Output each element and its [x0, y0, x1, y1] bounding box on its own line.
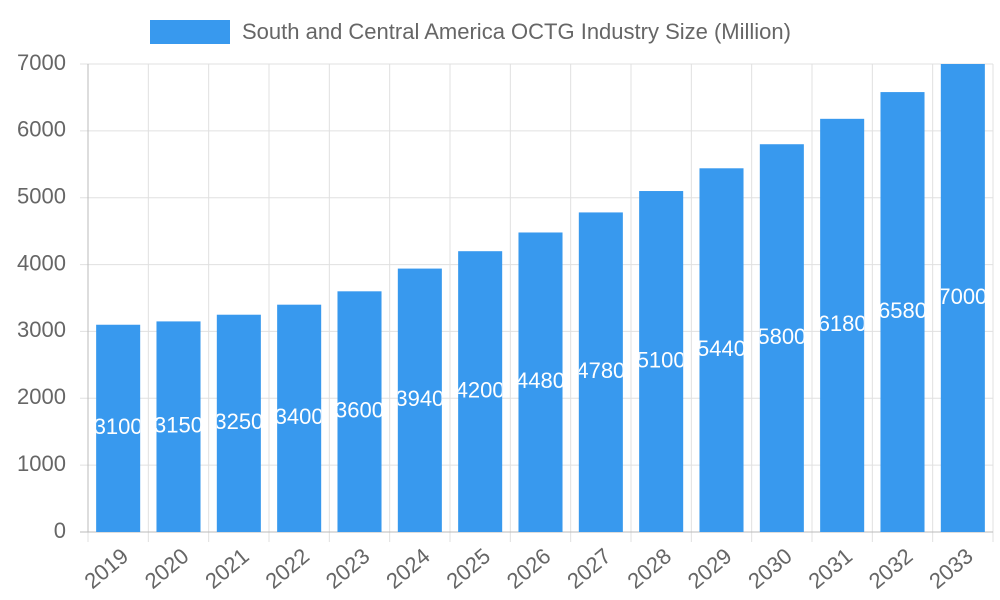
x-tick-label: 2032	[864, 543, 918, 594]
x-tick-label: 2026	[502, 543, 556, 594]
bar	[277, 304, 322, 532]
bar	[397, 268, 442, 532]
x-tick-label: 2019	[80, 543, 134, 594]
x-tick-label: 2028	[623, 543, 677, 594]
bar	[216, 314, 261, 532]
value-label: 3400	[275, 404, 324, 429]
x-tick-label: 2027	[562, 543, 616, 594]
value-label: 6180	[818, 311, 867, 336]
value-label: 3100	[94, 414, 143, 439]
y-tick-label: 4000	[17, 250, 66, 275]
x-tick-label: 2022	[261, 543, 315, 594]
bar	[337, 291, 382, 532]
value-label: 3250	[214, 409, 263, 434]
value-label: 4780	[576, 358, 625, 383]
y-tick-label: 2000	[17, 384, 66, 409]
value-label: 4480	[516, 368, 565, 393]
bar	[820, 118, 865, 532]
y-tick-label: 0	[54, 518, 66, 543]
y-tick-label: 6000	[17, 117, 66, 142]
x-tick-label: 2033	[924, 543, 978, 594]
value-label: 6580	[878, 298, 927, 323]
y-tick-label: 7000	[17, 50, 66, 75]
legend-swatch	[150, 20, 230, 44]
x-tick-label: 2021	[200, 543, 254, 594]
value-label: 7000	[938, 284, 987, 309]
bar	[639, 191, 684, 532]
bar	[759, 144, 804, 532]
x-tick-label: 2031	[804, 543, 858, 594]
value-label: 5800	[757, 324, 806, 349]
x-tick-label: 2029	[683, 543, 737, 594]
bar	[940, 64, 985, 532]
value-label: 3150	[154, 413, 203, 438]
x-tick-label: 2020	[140, 543, 194, 594]
bar	[96, 324, 141, 532]
bar	[578, 212, 623, 532]
legend-label: South and Central America OCTG Industry …	[242, 19, 791, 44]
value-label: 3940	[395, 386, 444, 411]
value-label: 3600	[335, 397, 384, 422]
y-tick-label: 1000	[17, 451, 66, 476]
value-label: 4200	[456, 377, 505, 402]
bar	[880, 92, 925, 532]
x-tick-label: 2023	[321, 543, 375, 594]
bar	[699, 168, 744, 532]
x-tick-label: 2030	[743, 543, 797, 594]
x-tick-label: 2024	[381, 543, 435, 594]
x-tick-label: 2025	[442, 543, 496, 594]
y-tick-label: 3000	[17, 317, 66, 342]
value-label: 5100	[637, 347, 686, 372]
bar	[156, 321, 201, 532]
y-tick-label: 5000	[17, 184, 66, 209]
bar	[458, 251, 503, 532]
bar	[518, 232, 563, 533]
value-label: 5440	[697, 336, 746, 361]
